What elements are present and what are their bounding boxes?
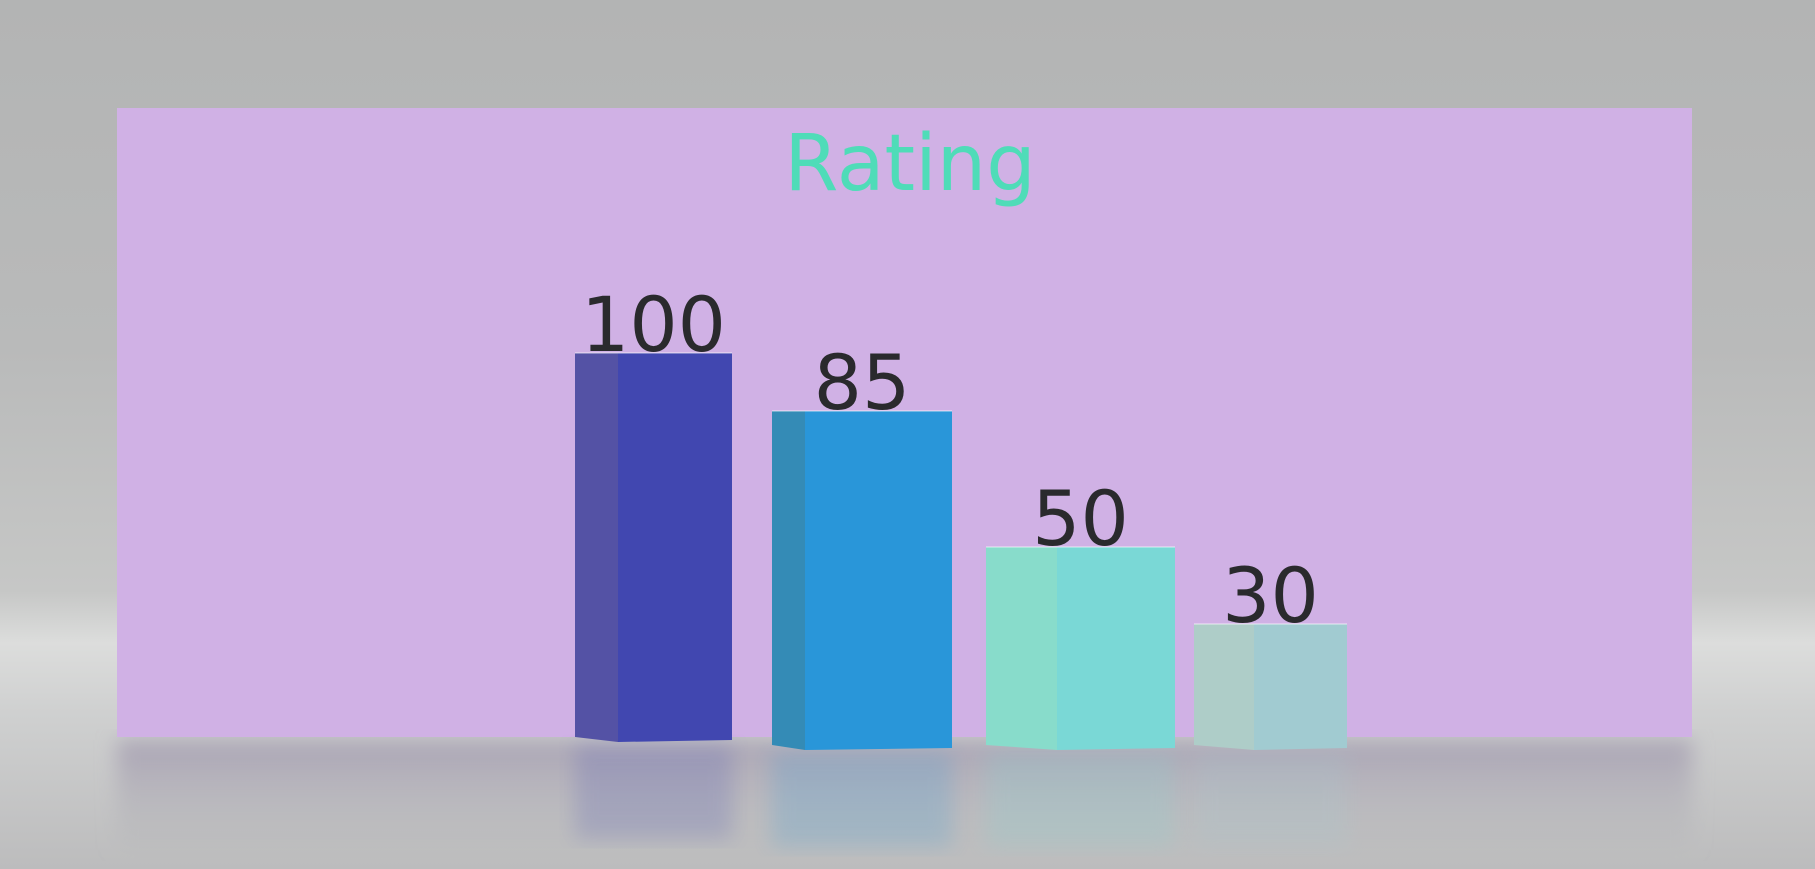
bar-side-face	[575, 353, 618, 742]
bar-value-label: 85	[814, 338, 911, 427]
value-labels-group: 100 85 50 30	[581, 280, 1319, 640]
chart-title: Rating	[784, 119, 1035, 209]
bar-value-label: 30	[1222, 551, 1319, 640]
bar-side-face	[986, 547, 1057, 750]
bar	[618, 353, 732, 742]
bar-reflection	[575, 744, 732, 839]
bar-value-label: 50	[1032, 474, 1129, 563]
bar	[1254, 624, 1347, 750]
bar-reflection	[1194, 752, 1347, 847]
bar-reflections	[575, 744, 1347, 847]
bar-reflection	[986, 752, 1175, 847]
bar-value-label: 100	[581, 280, 726, 369]
bar-side-face	[1194, 624, 1254, 750]
bars-group	[575, 352, 1347, 750]
bar-side-face	[772, 411, 805, 750]
bar-reflection	[772, 752, 952, 847]
bar	[1057, 547, 1175, 750]
bar	[805, 411, 952, 750]
